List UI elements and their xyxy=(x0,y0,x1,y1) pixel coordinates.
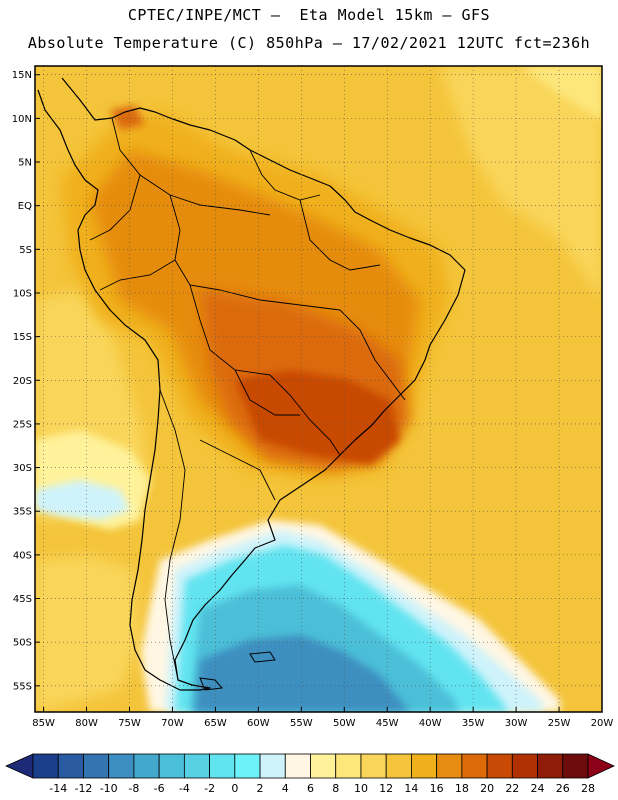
lon-label: 85W xyxy=(32,718,55,729)
field-west-patagonia xyxy=(35,555,140,712)
colorbar-under-arrow xyxy=(5,753,34,779)
colorbar-label: 26 xyxy=(556,782,570,795)
country-borders xyxy=(89,117,406,681)
lat-label: 25S xyxy=(13,419,32,430)
colorbar-box xyxy=(284,753,311,779)
colorbar-label: 2 xyxy=(257,782,264,795)
title-line-1: CPTEC/INPE/MCT – Eta Model 15km – GFS xyxy=(127,6,491,24)
colorbar-label: -4 xyxy=(179,782,190,795)
lat-label: 50S xyxy=(13,638,32,649)
lon-label: 60W xyxy=(247,718,270,729)
colorbar-label: 18 xyxy=(455,782,469,795)
field-hotspot-inner xyxy=(235,370,400,465)
colorbar xyxy=(5,753,615,779)
lat-label: 10S xyxy=(13,288,32,299)
colorbar-box xyxy=(32,753,59,779)
colorbar-label: 4 xyxy=(282,782,289,795)
colorbar-box xyxy=(511,753,538,779)
colorbar-box xyxy=(57,753,84,779)
lon-label: 50W xyxy=(333,718,356,729)
colorbar-label: -8 xyxy=(128,782,139,795)
lat-label: 15N xyxy=(12,70,32,81)
longitude-labels: 85W 80W 75W 70W 65W 60W 55W 50W 45W 40W 35W 30W 25W 2… xyxy=(32,707,613,729)
colorbar-box xyxy=(562,753,589,779)
coastline xyxy=(37,77,466,691)
colorbar-box xyxy=(133,753,160,779)
colorbar-box xyxy=(335,753,362,779)
colorbar-label: 0 xyxy=(231,782,238,795)
colorbar-box xyxy=(411,753,438,779)
lat-label: EQ xyxy=(18,201,32,212)
colorbar-box xyxy=(183,753,210,779)
colorbar-label: -10 xyxy=(100,782,118,795)
colorbar-box xyxy=(209,753,236,779)
colorbar-label: 24 xyxy=(531,782,545,795)
lat-label: 45S xyxy=(13,594,32,605)
colorbar-label: 8 xyxy=(332,782,339,795)
lon-label: 45W xyxy=(376,718,399,729)
lon-label: 70W xyxy=(161,718,184,729)
falklands-island xyxy=(249,651,276,663)
lon-label: 40W xyxy=(419,718,442,729)
colorbar-box xyxy=(158,753,185,779)
colorbar-label: 14 xyxy=(404,782,418,795)
lon-label: 25W xyxy=(548,718,571,729)
colorbar-label: 28 xyxy=(581,782,595,795)
field-hotspot-north xyxy=(110,105,145,130)
colorbar-box xyxy=(537,753,564,779)
colorbar-box xyxy=(259,753,286,779)
temperature-field xyxy=(35,66,602,712)
field-cold-pacific xyxy=(35,480,130,520)
lat-label: 35S xyxy=(13,507,32,518)
map-frame xyxy=(34,65,603,713)
colorbar-box xyxy=(83,753,110,779)
lon-label: 55W xyxy=(290,718,313,729)
lon-label: 65W xyxy=(204,718,227,729)
colorbar-label: -2 xyxy=(204,782,215,795)
lat-label: 5N xyxy=(18,158,32,169)
colorbar-label: -14 xyxy=(49,782,67,795)
colorbar-box xyxy=(310,753,337,779)
colorbar-box xyxy=(108,753,135,779)
lon-label: 35W xyxy=(462,718,485,729)
colorbar-label: 22 xyxy=(505,782,519,795)
colorbar-box xyxy=(436,753,463,779)
lat-label: 5S xyxy=(19,245,32,256)
field-ne-corner xyxy=(520,66,602,120)
latitude-labels: 15N 10N 5N EQ 5S 10S 15S 20S 25S 30S 35S 40S 45S 50S 5… xyxy=(12,70,40,692)
colorbar-label: -12 xyxy=(74,782,92,795)
colorbar-label: 20 xyxy=(480,782,494,795)
colorbar-labels: -14 -12 -10 -8 -6 -4 -2 0 2 4 6 8 10 12 14 16 18 20 22 24 26… xyxy=(49,782,595,795)
colorbar-label: 12 xyxy=(379,782,393,795)
colorbar-box xyxy=(385,753,412,779)
lat-label: 40S xyxy=(13,550,32,561)
lon-label: 30W xyxy=(505,718,528,729)
lat-label: 15S xyxy=(13,332,32,343)
colorbar-label: 6 xyxy=(307,782,314,795)
colorbar-box xyxy=(234,753,261,779)
colorbar-box xyxy=(461,753,488,779)
field-cold-deep xyxy=(195,635,410,712)
lon-label: 80W xyxy=(75,718,98,729)
lat-label: 30S xyxy=(13,463,32,474)
colorbar-over-arrow xyxy=(587,753,615,779)
colorbar-label: 16 xyxy=(430,782,444,795)
colorbar-label: 10 xyxy=(354,782,368,795)
title-line-2: Absolute Temperature (C) 850hPa – 17/02/… xyxy=(27,34,591,52)
graticule xyxy=(35,66,602,712)
colorbar-box xyxy=(486,753,513,779)
field-ne-atlantic xyxy=(440,66,602,300)
lon-label: 20W xyxy=(591,718,614,729)
lon-label: 75W xyxy=(118,718,141,729)
lat-label: 20S xyxy=(13,376,32,387)
lat-label: 10N xyxy=(12,114,32,125)
colorbar-box xyxy=(360,753,387,779)
colorbar-label: -6 xyxy=(154,782,165,795)
lat-label: 55S xyxy=(13,681,32,692)
